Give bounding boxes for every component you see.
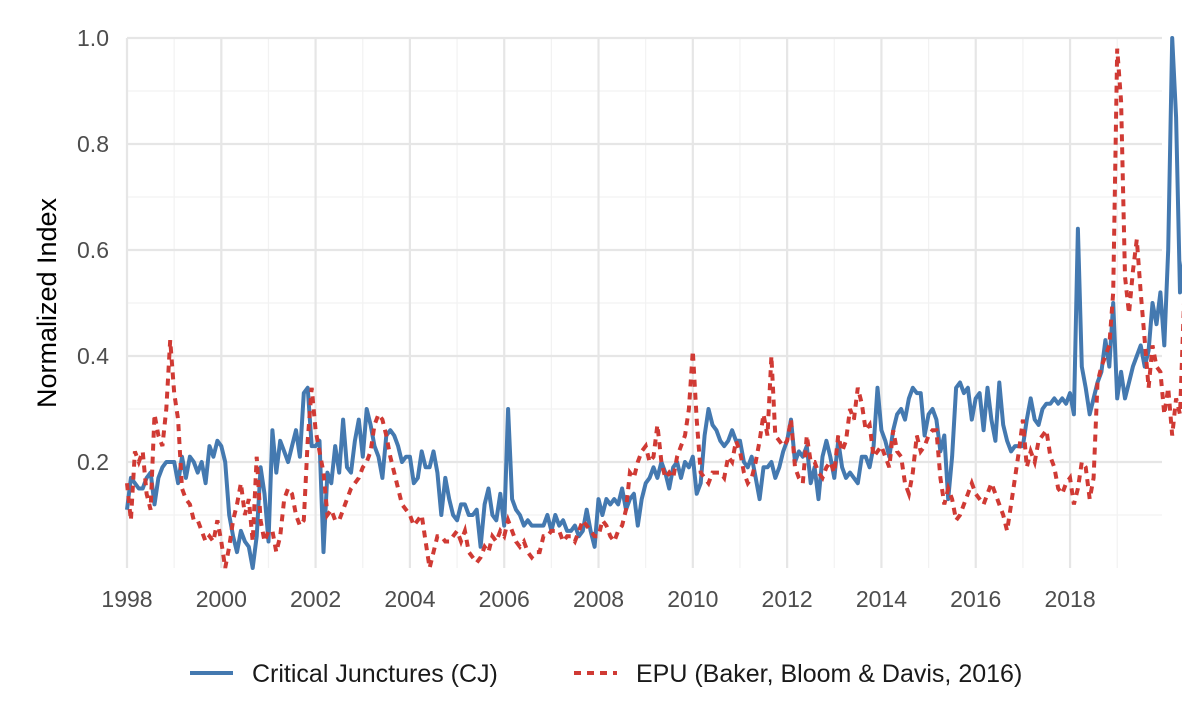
x-tick-label: 2000 [196,586,247,612]
x-tick-labels: 1998 2000 2002 2004 2006 2008 2010 2012 2014 2016… [101,586,1095,612]
series-line-cj [125,36,1182,570]
series-line-epu [125,48,1182,569]
grid [125,36,1162,568]
x-tick-label: 2012 [762,586,813,612]
y-tick-label: 0.6 [77,237,109,263]
y-tick-label: 0.2 [77,449,109,475]
x-tick-label: 2018 [1044,586,1095,612]
x-tick-label: 2016 [950,586,1001,612]
x-tick-label: 2004 [384,586,435,612]
y-tick-labels: 0.2 0.4 0.6 0.8 1.0 [77,25,109,475]
x-tick-label: 2006 [479,586,530,612]
y-tick-label: 0.4 [77,343,109,369]
x-tick-label: 1998 [101,586,152,612]
y-tick-label: 0.8 [77,131,109,157]
x-tick-label: 2010 [667,586,718,612]
legend: Critical Junctures (CJ) EPU (Baker, Bloom… [190,660,1022,688]
x-tick-label: 2014 [856,586,907,612]
y-axis-title: Normalized Index [32,197,62,408]
series-lines [125,36,1182,570]
legend-label-cj: Critical Junctures (CJ) [252,660,498,688]
legend-label-epu: EPU (Baker, Bloom & Davis, 2016) [636,660,1022,688]
y-tick-label: 1.0 [77,25,109,51]
x-tick-label: 2008 [573,586,624,612]
x-tick-label: 2002 [290,586,341,612]
